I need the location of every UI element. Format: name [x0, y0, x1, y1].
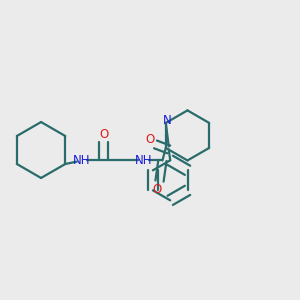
Text: O: O [146, 133, 155, 146]
Text: O: O [152, 183, 161, 196]
Text: O: O [99, 128, 108, 141]
Text: NH: NH [135, 154, 152, 167]
Text: N: N [163, 114, 172, 127]
Text: NH: NH [73, 154, 90, 167]
